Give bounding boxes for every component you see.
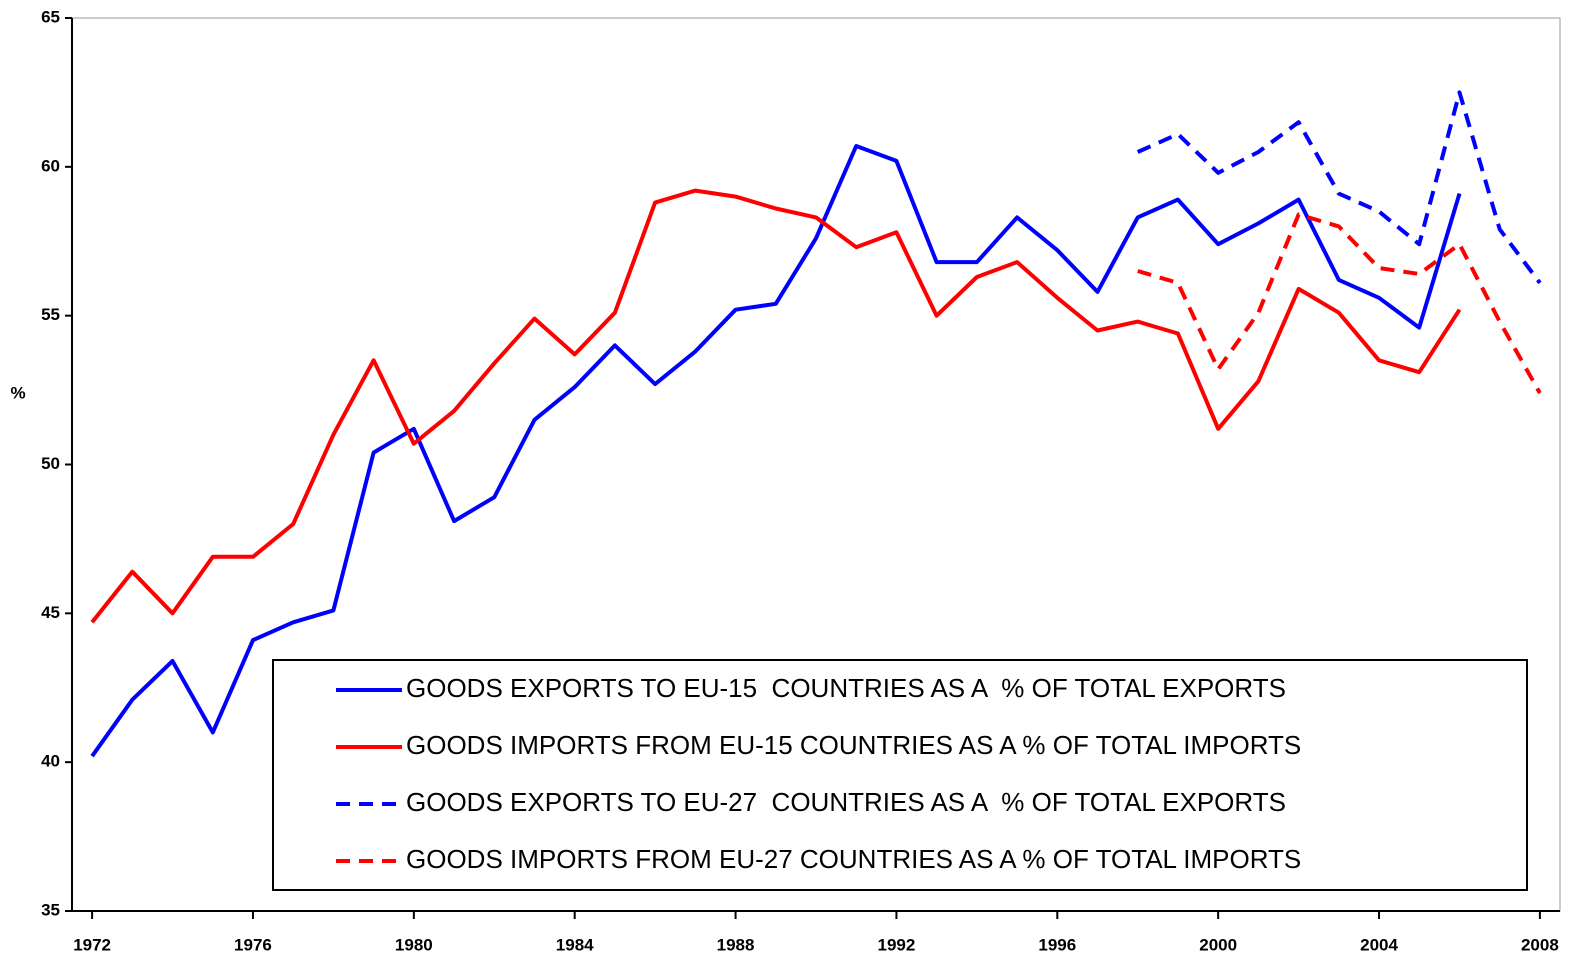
legend-box <box>272 659 1528 891</box>
y-tick-label: 55 <box>41 305 60 324</box>
legend-label: GOODS IMPORTS FROM EU-15 COUNTRIES AS A … <box>406 730 1301 760</box>
legend: GOODS EXPORTS TO EU-15 COUNTRIES AS A % … <box>272 659 1528 891</box>
x-tick-label: 1976 <box>234 935 272 954</box>
series-line <box>1137 212 1542 395</box>
x-tick-label: 1972 <box>73 935 111 954</box>
x-tick-label: 2004 <box>1360 935 1398 954</box>
y-tick-label: 60 <box>41 156 60 175</box>
legend-label: GOODS EXPORTS TO EU-27 COUNTRIES AS A % … <box>406 787 1286 817</box>
y-axis-label: % <box>10 383 25 402</box>
x-tick-label: 1984 <box>556 935 594 954</box>
legend-label: GOODS IMPORTS FROM EU-27 COUNTRIES AS A … <box>406 844 1301 874</box>
series-line <box>90 188 1462 624</box>
y-tick-label: 50 <box>41 454 60 473</box>
y-tick-label: 45 <box>41 603 60 622</box>
y-tick-label: 35 <box>41 900 60 919</box>
series-line <box>1136 90 1542 285</box>
legend-label: GOODS EXPORTS TO EU-15 COUNTRIES AS A % … <box>406 673 1286 703</box>
x-tick-label: 2008 <box>1521 935 1559 954</box>
x-tick-label: 2000 <box>1199 935 1237 954</box>
series-line <box>90 144 1462 758</box>
x-tick-label: 1996 <box>1038 935 1076 954</box>
x-tick-label: 1980 <box>395 935 433 954</box>
y-tick-label: 40 <box>41 752 60 771</box>
x-tick-label: 1992 <box>878 935 916 954</box>
y-tick-label: 65 <box>41 7 60 26</box>
x-tick-label: 1988 <box>717 935 755 954</box>
